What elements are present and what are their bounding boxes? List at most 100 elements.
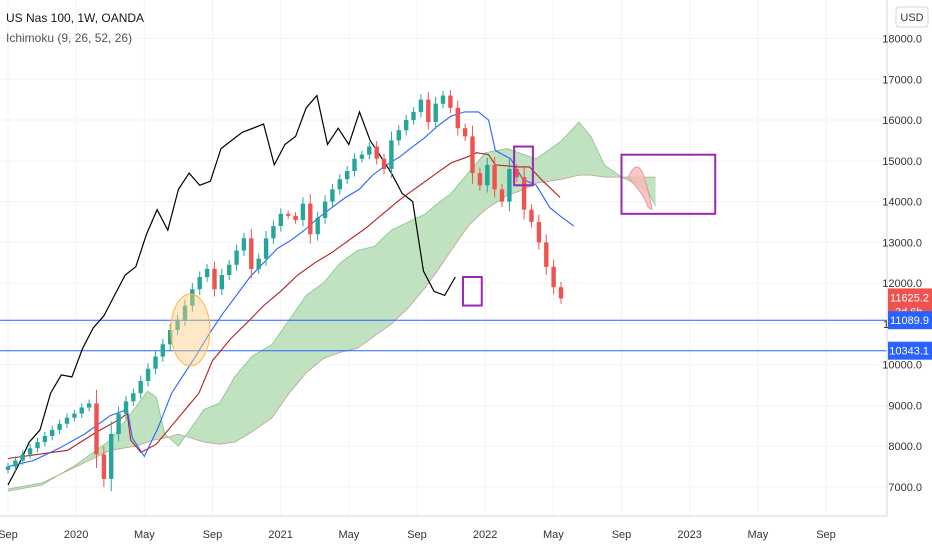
hline-price-tag[interactable]	[888, 341, 932, 360]
candle-body[interactable]	[374, 146, 379, 159]
highlight-box[interactable]	[513, 145, 534, 187]
candle-body[interactable]	[175, 319, 180, 330]
candle-body[interactable]	[492, 164, 497, 190]
candle-body[interactable]	[536, 222, 542, 243]
candle-body[interactable]	[558, 287, 564, 299]
candle-body[interactable]	[367, 146, 372, 155]
time-tick-label: 2021	[268, 529, 292, 541]
candle-body[interactable]	[79, 407, 84, 414]
price-tick-label: 14000.0	[882, 197, 922, 209]
candle-body[interactable]	[278, 213, 283, 226]
candle-body[interactable]	[507, 169, 512, 202]
candle-body[interactable]	[330, 189, 335, 202]
price-axis-bg	[887, 0, 932, 516]
candle-body[interactable]	[153, 356, 158, 369]
candle-body[interactable]	[101, 454, 107, 479]
candle-body[interactable]	[418, 99, 424, 112]
candle-body[interactable]	[57, 423, 62, 430]
candle-body[interactable]	[293, 215, 298, 220]
candle-body[interactable]	[352, 158, 357, 171]
hline-price-tag[interactable]	[888, 311, 932, 330]
candle-body[interactable]	[204, 268, 210, 278]
candle-body[interactable]	[345, 171, 350, 180]
candle-body[interactable]	[544, 242, 549, 267]
candle-body[interactable]	[35, 442, 40, 449]
candle-body[interactable]	[359, 154, 365, 159]
highlight-box[interactable]	[462, 276, 483, 307]
candle-body[interactable]	[160, 344, 165, 357]
symbol-title[interactable]: US Nas 100, 1W, OANDA	[6, 11, 144, 25]
candle-body[interactable]	[551, 266, 556, 288]
candle-body[interactable]	[521, 177, 527, 210]
candle-body[interactable]	[190, 289, 195, 306]
candle-body[interactable]	[123, 401, 129, 414]
last-price-label: 11625.2	[890, 292, 929, 304]
candle-body[interactable]	[337, 179, 342, 190]
candle-body[interactable]	[42, 436, 48, 443]
senkou-span-b	[7, 174, 656, 490]
candle-body[interactable]	[263, 238, 269, 259]
candle-body[interactable]	[315, 217, 320, 235]
hline-price-label: 10343.1	[889, 346, 929, 358]
candle-body[interactable]	[396, 130, 401, 141]
candle-body[interactable]	[64, 417, 70, 424]
candle-body[interactable]	[197, 277, 202, 290]
time-tick-label: 2023	[677, 529, 701, 541]
candle-body[interactable]	[381, 158, 387, 169]
candle-body[interactable]	[94, 403, 99, 455]
candle-body[interactable]	[72, 413, 77, 418]
candle-body[interactable]	[455, 107, 460, 129]
time-tick-label: May	[747, 529, 768, 541]
highlight-box[interactable]	[620, 153, 717, 215]
candle-body[interactable]	[433, 103, 438, 122]
candles	[5, 90, 564, 492]
candle-body[interactable]	[308, 203, 313, 235]
candle-body[interactable]	[50, 429, 55, 436]
candle-body[interactable]	[470, 136, 475, 174]
candle-body[interactable]	[109, 434, 114, 479]
candle-body[interactable]	[462, 128, 468, 137]
candle-body[interactable]	[300, 203, 306, 220]
candle-body[interactable]	[448, 95, 453, 108]
candle-body[interactable]	[249, 238, 254, 269]
candle-body[interactable]	[182, 305, 188, 320]
hline-price-label: 11089.9	[890, 315, 929, 327]
candle-body[interactable]	[13, 460, 18, 467]
price-tick-label: 17000.0	[882, 74, 922, 86]
candle-body[interactable]	[411, 111, 416, 121]
candle-body[interactable]	[271, 226, 276, 239]
candle-body[interactable]	[138, 381, 143, 394]
candle-body[interactable]	[168, 330, 173, 345]
currency-badge[interactable]: USD	[895, 6, 929, 28]
candle-body[interactable]	[219, 275, 224, 290]
candle-body[interactable]	[256, 258, 261, 269]
candle-body[interactable]	[485, 164, 490, 186]
candle-body[interactable]	[241, 238, 247, 251]
candle-body[interactable]	[499, 189, 505, 202]
candle-body[interactable]	[404, 120, 409, 131]
candle-body[interactable]	[227, 264, 232, 275]
indicator-label[interactable]: Ichimoku (9, 26, 52, 26)	[6, 31, 132, 45]
candle-body[interactable]	[212, 268, 217, 290]
candle-body[interactable]	[389, 140, 394, 169]
ichimoku-cloud	[7, 121, 656, 492]
candle-body[interactable]	[27, 448, 33, 455]
candle-body[interactable]	[322, 201, 328, 218]
candle-body[interactable]	[234, 250, 239, 265]
candle-body[interactable]	[116, 413, 121, 434]
candle-body[interactable]	[86, 403, 92, 408]
candle-body[interactable]	[145, 368, 151, 381]
candle-body[interactable]	[286, 213, 291, 216]
candle-body[interactable]	[477, 173, 483, 186]
highlight-circle[interactable]	[170, 293, 211, 367]
candle-body[interactable]	[20, 454, 25, 461]
time-tick-label: Sep	[407, 529, 427, 541]
candle-body[interactable]	[514, 169, 519, 178]
candle-body[interactable]	[131, 393, 136, 402]
candle-body[interactable]	[426, 99, 431, 123]
candle-body[interactable]	[440, 95, 446, 104]
candle-body[interactable]	[529, 209, 534, 222]
candle-body[interactable]	[5, 466, 11, 470]
